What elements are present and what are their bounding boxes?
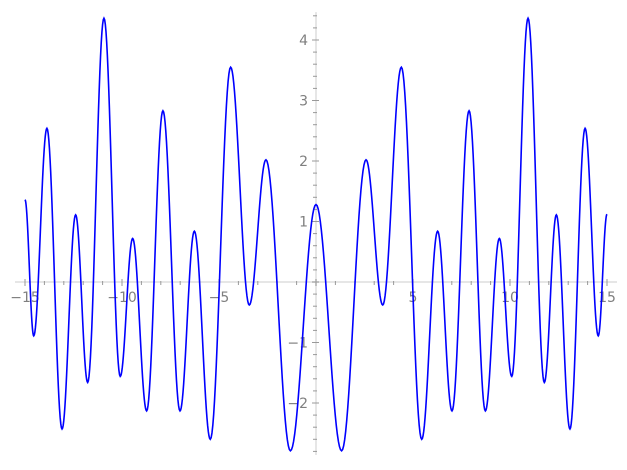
y-tick-label: −1 xyxy=(287,336,308,352)
y-tick-label: 2 xyxy=(299,154,308,170)
x-tick-label: −15 xyxy=(10,290,40,306)
series-line xyxy=(24,16,608,452)
y-tick-label: 1 xyxy=(299,215,308,231)
y-tick-label: 3 xyxy=(299,94,308,110)
y-tick-label: 4 xyxy=(299,33,308,49)
axes xyxy=(15,12,617,456)
tick-labels: −15 −10 −5 5 10 15 −2 −1 1 2 3 4 xyxy=(10,33,616,412)
x-tick-label: −10 xyxy=(107,290,137,306)
